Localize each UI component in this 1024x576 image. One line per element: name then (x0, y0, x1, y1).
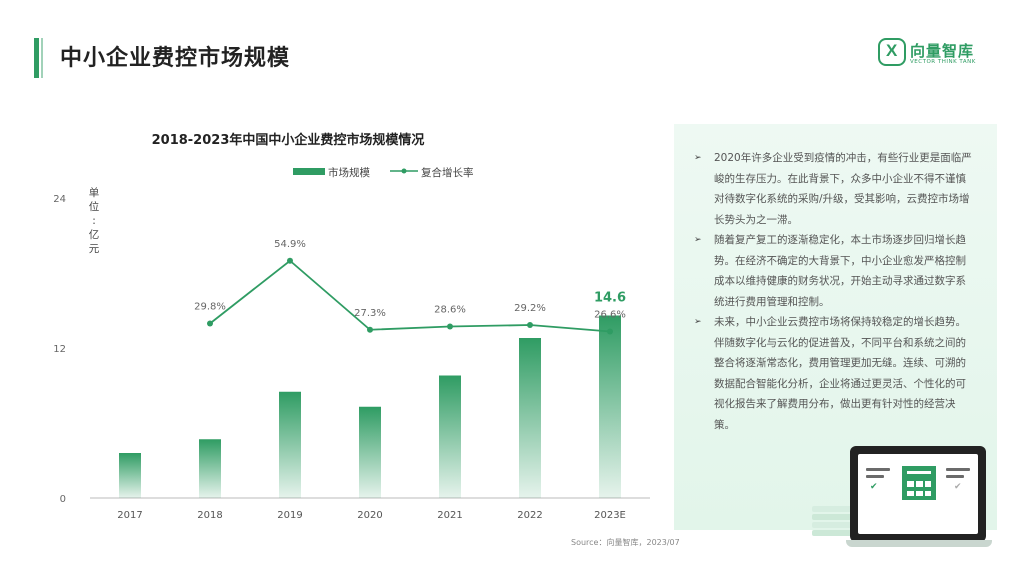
line-data-label: 29.8% (194, 302, 226, 313)
bar (199, 439, 221, 498)
y-tick-label: 24 (53, 194, 66, 205)
insight-item: ➢ 未来，中小企业云费控市场将保持较稳定的增长趋势。伴随数字化与云化的促进普及，不… (694, 312, 975, 435)
y-unit-label: 亿 (89, 228, 100, 241)
y-tick-label: 0 (60, 494, 66, 505)
line-point (527, 322, 533, 328)
growth-rate-line (209, 259, 611, 333)
legend-label-line: 复合增长率 (421, 166, 474, 179)
line-data-label: 27.3% (354, 308, 386, 319)
legend-label-bar: 市场规模 (328, 166, 370, 179)
line-point (287, 257, 293, 264)
bar (439, 375, 461, 498)
line-data-label: 54.9% (274, 239, 306, 250)
logo-name: 向量智库 (910, 42, 975, 60)
bullet-arrow-icon: ➢ (694, 153, 702, 163)
chart-container: 2018-2023年中国中小企业费控市场规模情况市场规模 复合增长率单位: 亿元 0 1… (30, 120, 670, 540)
chart-title: 2018-2023年中国中小企业费控市场规模情况 (152, 132, 425, 148)
title-accent-bar (34, 38, 39, 78)
x-tick-label: 2020 (357, 510, 382, 521)
logo-badge-icon: X (878, 38, 906, 66)
x-tick-label: 2017 (117, 510, 142, 521)
line-data-label: 26.6% (594, 310, 626, 321)
laptop-screen-icon: ✔ ✔ (850, 446, 986, 542)
insight-item: ➢ 2020年许多企业受到疫情的冲击，有些行业更是面临严峻的生存压力。在此背景下，… (694, 148, 975, 230)
logo-mark: X (886, 41, 898, 60)
line-point (607, 328, 613, 335)
insight-text: 未来，中小企业云费控市场将保持较稳定的增长趋势。伴随数字化与云化的促进普及，不同… (714, 316, 966, 431)
bar-data-label: 14.6 (594, 291, 626, 306)
legend-marker-line (401, 168, 407, 174)
source-note: Source：向量智库，2023/07 (571, 538, 680, 547)
y-unit-label: 位 (89, 200, 100, 213)
insights-panel: ➢ 2020年许多企业受到疫情的冲击，有些行业更是面临严峻的生存压力。在此背景下，… (674, 124, 997, 530)
y-unit-label: 单 (89, 187, 100, 199)
line-point (447, 323, 453, 330)
insights-list: ➢ 2020年许多企业受到疫情的冲击，有些行业更是面临严峻的生存压力。在此背景下，… (674, 124, 997, 435)
books-illustration (812, 496, 860, 536)
x-tick-label: 2019 (277, 510, 302, 521)
x-tick-label: 2021 (437, 510, 462, 521)
y-tick-label: 12 (53, 344, 66, 355)
bar (599, 315, 621, 498)
insight-item: ➢ 随着复产复工的逐渐稳定化，本土市场逐步回归增长趋势。在经济不确定的大背景下，中… (694, 230, 975, 312)
bar (279, 391, 301, 498)
line-data-label: 29.2% (514, 303, 546, 314)
x-tick-label: 2023E (594, 510, 626, 521)
page-title: 中小企业费控市场规模 (60, 46, 291, 71)
line-point (207, 320, 213, 327)
title-accent-bar-secondary (41, 38, 43, 78)
laptop-base (846, 540, 992, 547)
laptop-illustration: ✔ ✔ (812, 442, 997, 552)
legend-swatch-bar (293, 168, 325, 175)
x-tick-label: 2022 (517, 510, 542, 521)
bar (119, 453, 141, 498)
logo-subtitle: VECTOR THINK TANK (910, 59, 976, 65)
brand-logo: X 向量智库 VECTOR THINK TANK (878, 38, 988, 70)
line-data-label: 28.6% (434, 305, 466, 316)
line-point (367, 326, 373, 333)
x-tick-label: 2018 (197, 510, 222, 521)
bar (519, 338, 541, 498)
insight-text: 2020年许多企业受到疫情的冲击，有些行业更是面临严峻的生存压力。在此背景下，众… (714, 152, 972, 226)
bullet-arrow-icon: ➢ (694, 317, 702, 327)
bar (359, 406, 381, 498)
insight-text: 随着复产复工的逐渐稳定化，本土市场逐步回归增长趋势。在经济不确定的大背景下，中小… (714, 234, 966, 308)
y-unit-label: : (92, 215, 96, 227)
y-unit-label: 元 (89, 243, 100, 255)
bullet-arrow-icon: ➢ (694, 235, 702, 245)
